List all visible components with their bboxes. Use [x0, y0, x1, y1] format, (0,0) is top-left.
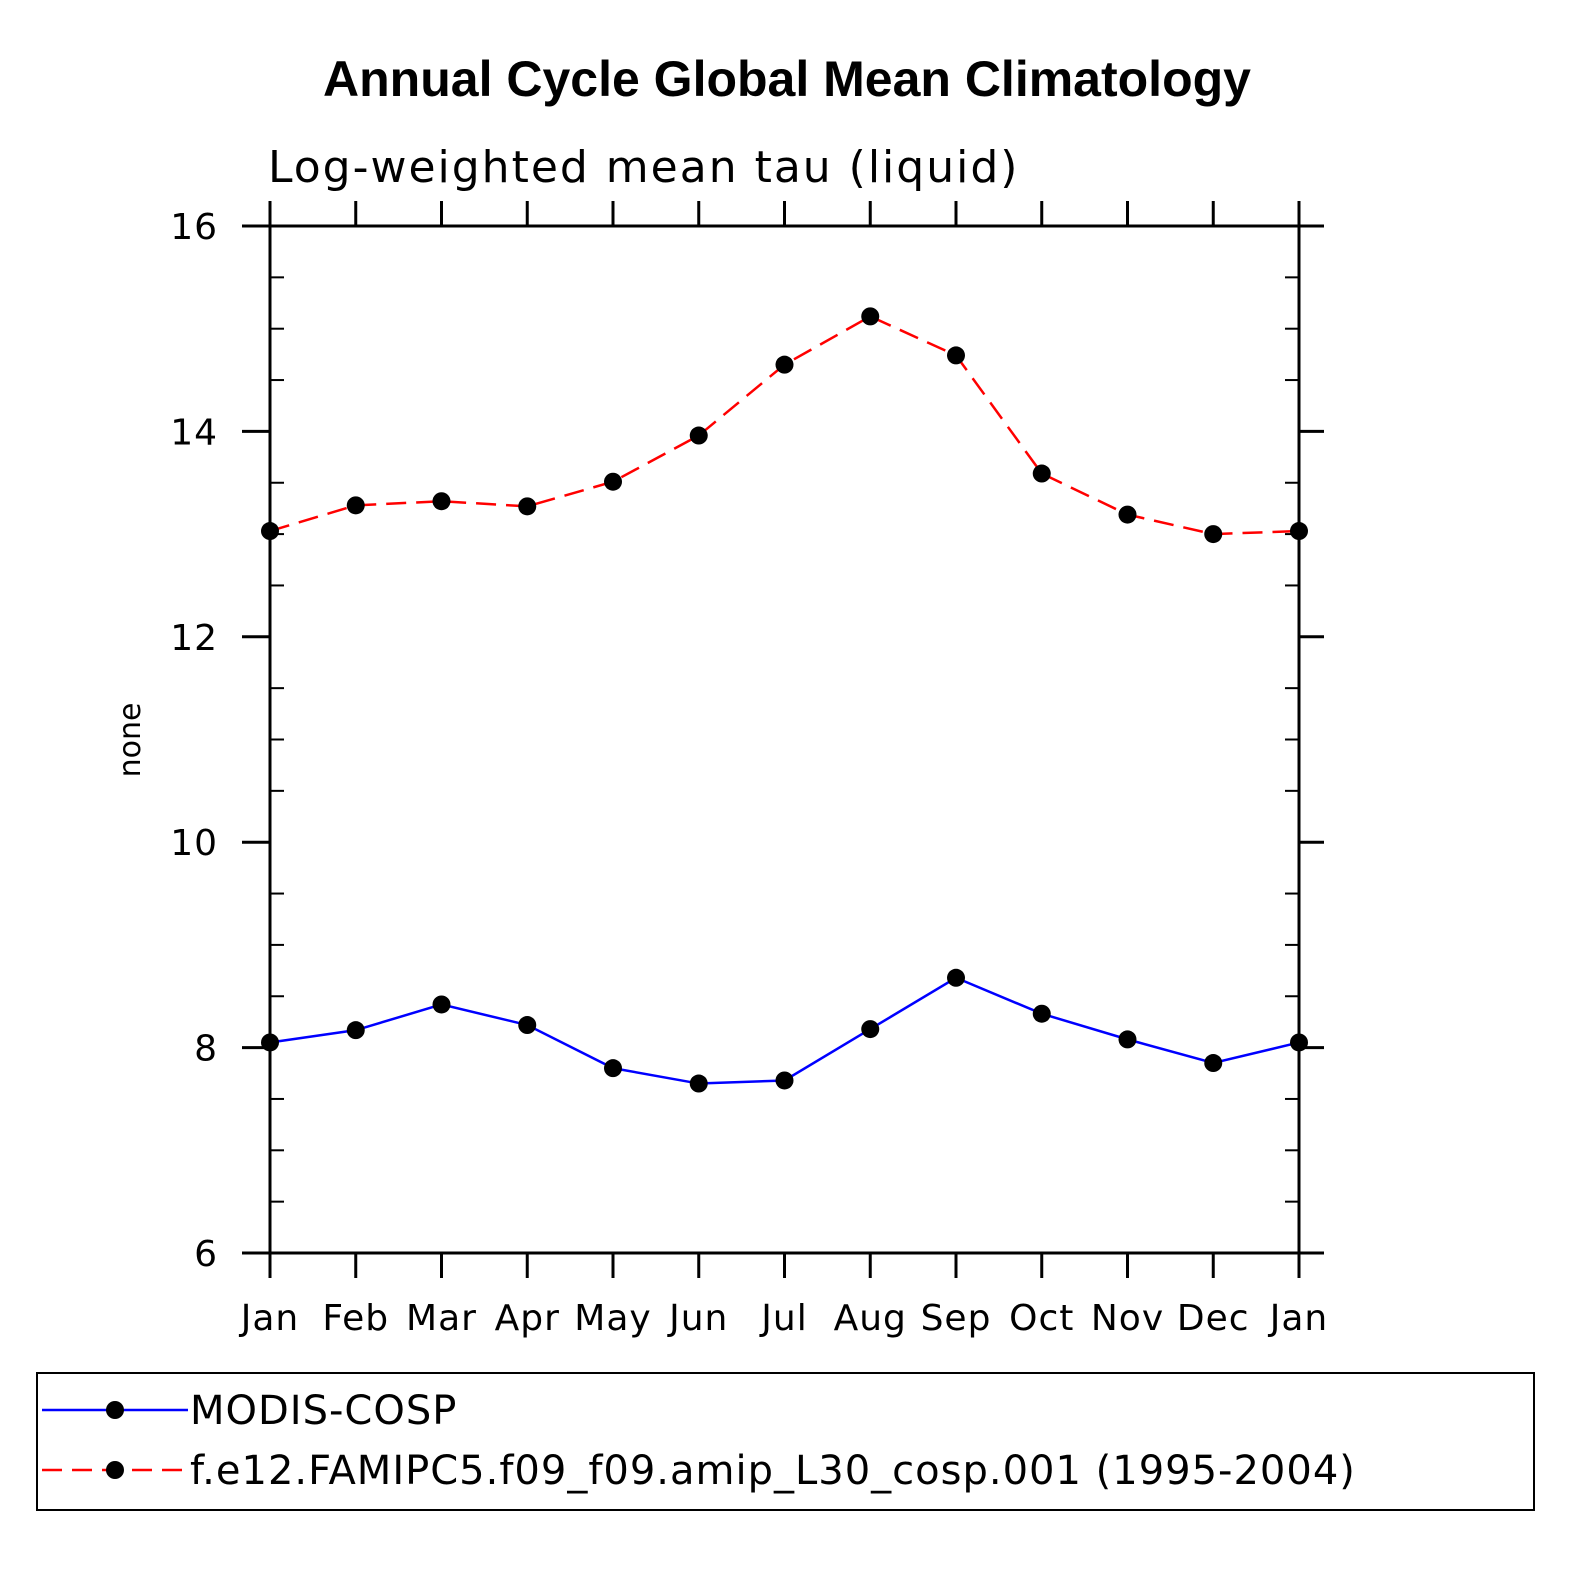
x-tick-label: Sep: [921, 1298, 992, 1339]
x-tick-label: Feb: [322, 1298, 389, 1339]
data-point: [775, 355, 794, 374]
x-tick-label: Aug: [834, 1298, 907, 1339]
x-tick-label: Jan: [239, 1298, 300, 1339]
x-tick-label: Oct: [1009, 1298, 1074, 1339]
data-point: [1290, 522, 1308, 541]
data-point: [1204, 525, 1223, 544]
series-line-0: [269, 976, 1300, 1085]
data-point: [261, 1033, 279, 1052]
legend-label: MODIS-COSP: [190, 1388, 457, 1434]
x-tick-label: Dec: [1177, 1298, 1250, 1339]
data-point: [604, 1059, 622, 1078]
data-point: [432, 492, 451, 511]
data-point: [346, 496, 365, 515]
data-point: [346, 1021, 365, 1040]
y-tick-label: 16: [170, 207, 218, 248]
data-point: [947, 346, 965, 365]
data-point: [775, 1071, 794, 1090]
data-point: [518, 497, 537, 516]
data-point: [1032, 464, 1051, 483]
legend-box: [36, 1372, 1535, 1511]
x-tick-label: Jan: [1268, 1298, 1329, 1339]
legend-swatch-marker: [106, 1401, 124, 1419]
y-axis-label: none: [113, 703, 148, 778]
data-point: [1118, 505, 1137, 524]
data-point: [689, 426, 708, 445]
series-line-1: [269, 314, 1300, 536]
x-tick-label: Nov: [1091, 1298, 1164, 1339]
data-point: [1118, 1030, 1137, 1049]
legend: MODIS-COSP f.e12.FAMIPC5.f09_f09.amip_L30…: [42, 1388, 1356, 1494]
y-tick-label: 8: [194, 1029, 218, 1070]
data-point: [861, 307, 880, 326]
legend-swatch-marker: [106, 1461, 124, 1479]
y-tick-label: 6: [194, 1234, 218, 1275]
chart-title: Annual Cycle Global Mean Climatology: [323, 51, 1251, 107]
data-point: [604, 472, 622, 491]
series-layer: [261, 307, 1308, 1093]
data-point: [1204, 1054, 1223, 1073]
x-tick-label: May: [574, 1298, 651, 1339]
data-point: [518, 1016, 537, 1035]
y-tick-label: 10: [170, 823, 218, 864]
axis-ticks: Jan Feb Mar Apr May Jun Jul Aug Sep Oct Nov Dec Jan 6…: [170, 201, 1329, 1339]
data-point: [689, 1074, 708, 1093]
x-tick-label: Jun: [667, 1298, 728, 1339]
plot-frame: [268, 224, 1301, 1255]
data-point: [947, 968, 965, 987]
data-point: [1032, 1004, 1051, 1023]
data-point: [861, 1020, 880, 1039]
legend-label: f.e12.FAMIPC5.f09_f09.amip_L30_cosp.001 …: [190, 1448, 1356, 1494]
x-tick-label: Mar: [406, 1298, 477, 1339]
y-tick-label: 12: [170, 618, 218, 659]
data-point: [432, 995, 451, 1014]
y-tick-label: 14: [170, 412, 218, 453]
x-tick-label: Jul: [759, 1298, 807, 1339]
data-point: [261, 522, 279, 541]
data-point: [1290, 1033, 1308, 1052]
chart-subtitle: Log-weighted mean tau (liquid): [268, 142, 1019, 193]
x-tick-label: Apr: [495, 1298, 560, 1339]
